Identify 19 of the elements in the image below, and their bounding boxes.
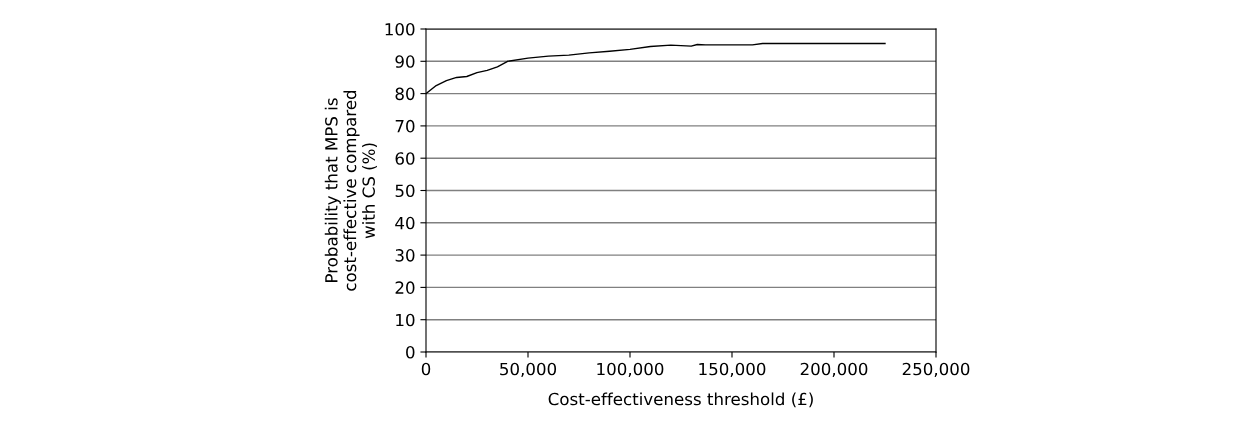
y-tick-label: 0 xyxy=(406,345,415,359)
y-tick-label: 10 xyxy=(396,313,415,327)
y-tick-label: 50 xyxy=(395,184,415,198)
y-tick-label: 60 xyxy=(395,152,415,165)
y-tick-label: 80 xyxy=(395,87,415,101)
x-tick-label: 150,000 xyxy=(699,362,766,378)
x-tick-label: 250,000 xyxy=(902,362,970,378)
x-axis-title: Cost-effectiveness threshold (£) xyxy=(548,392,813,408)
y-tick-label: 100 xyxy=(385,22,415,36)
x-tick-label: 100,000 xyxy=(597,362,664,378)
y-tick-label: 20 xyxy=(395,281,415,294)
y-tick-label: 40 xyxy=(395,216,415,230)
x-tick-label: 50,000 xyxy=(500,362,557,378)
y-axis-title: Probability that MPS is cost-effective compared with CS (%) xyxy=(324,90,377,291)
x-tick-label: 0 xyxy=(421,362,431,376)
x-tick-label: 200,000 xyxy=(800,362,868,378)
y-tick-label: 30 xyxy=(395,249,415,262)
y-tick-label: 90 xyxy=(395,55,415,68)
y-tick-label: 70 xyxy=(395,119,415,133)
